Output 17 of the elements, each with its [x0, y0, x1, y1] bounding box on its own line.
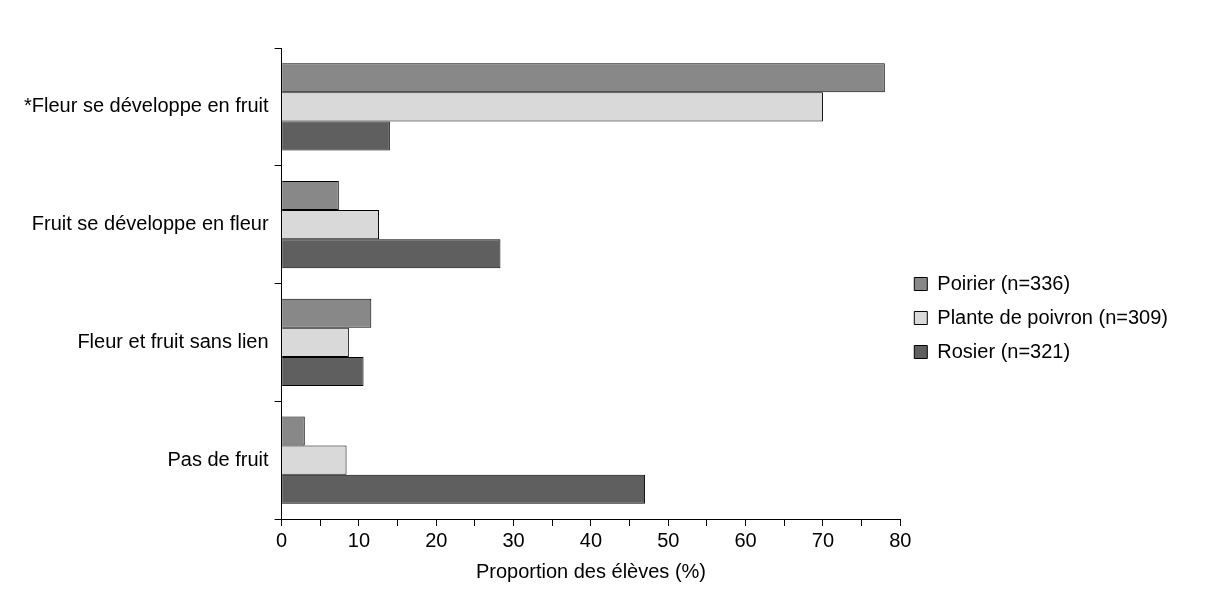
x-tick-label: 0	[276, 528, 288, 551]
legend-label: Rosier (n=321)	[937, 339, 1071, 362]
x-tick-label: 30	[502, 528, 525, 551]
x-tick-label: 60	[734, 528, 757, 551]
x-tick-label: 10	[347, 528, 371, 551]
legend-label: Plante de poivron (n=309)	[937, 305, 1169, 328]
x-tick-label: 80	[889, 528, 912, 551]
y-tick-label: *Fleur se développe en fruit	[24, 94, 270, 117]
y-tick-label: Pas de fruit	[167, 447, 270, 470]
x-axis-title: Proportion des élèves (%)	[475, 559, 706, 582]
legend-label: Poirier (n=336)	[937, 271, 1071, 294]
x-tick-label: 40	[579, 528, 603, 551]
y-tick-label: Fleur et fruit sans lien	[77, 329, 269, 352]
y-tick-label: Fruit se développe en fleur	[31, 212, 269, 235]
x-tick-label: 70	[811, 528, 835, 551]
x-tick-label: 50	[657, 528, 680, 551]
x-tick-label: 20	[425, 528, 448, 551]
